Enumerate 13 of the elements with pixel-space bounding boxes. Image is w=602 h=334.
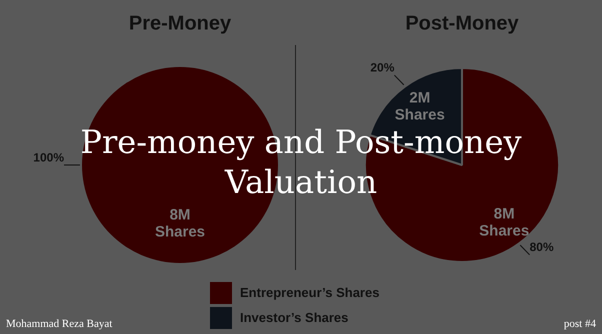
chart-title: Pre-Money xyxy=(128,12,232,35)
text: 8M Shares xyxy=(154,206,206,240)
text: 8M Shares xyxy=(479,206,530,240)
chart-title: Post-Money xyxy=(405,12,520,35)
data-label: 100% xyxy=(33,150,64,164)
text: 2M Shares xyxy=(394,90,445,124)
data-label: 20% xyxy=(370,60,395,75)
text: post #4 xyxy=(564,318,596,330)
text: Pre-money and Post-money Valuation xyxy=(80,123,522,201)
text: Mohammad Reza Bayat xyxy=(6,318,112,330)
legend-label: Entrepreneur’s Shares xyxy=(240,285,380,300)
legend-label: Investor’s Shares xyxy=(240,310,348,325)
data-label: 80% xyxy=(530,240,554,254)
